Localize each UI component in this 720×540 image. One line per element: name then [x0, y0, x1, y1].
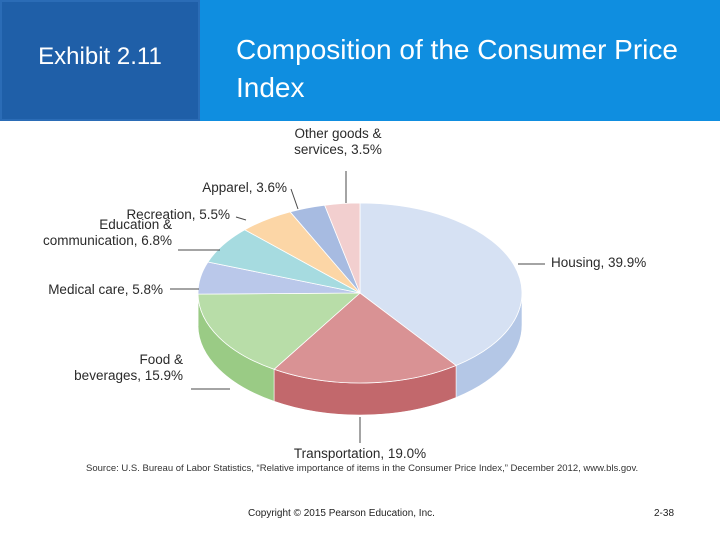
- slice-2: [197, 292, 362, 370]
- leader-lines: [170, 171, 545, 443]
- leader-line-5: [235, 216, 247, 221]
- cpi-pie-chart: Housing, 39.9% Transportation, 19.0% Food …: [43, 126, 646, 461]
- slice-label-1: Transportation, 19.0%: [294, 446, 426, 461]
- pie-tops: [197, 202, 523, 384]
- slice-label-0: Housing, 39.9%: [551, 255, 646, 270]
- slice-1: [273, 292, 457, 384]
- slice-labels: Housing, 39.9% Transportation, 19.0% Food …: [43, 126, 646, 461]
- slice-label-2: Food & beverages, 15.9%: [74, 352, 183, 383]
- slice-label-4: Education & communication, 6.8%: [43, 217, 172, 248]
- exhibit-label: Exhibit 2.11: [38, 42, 162, 70]
- slice-label-5: Recreation, 5.5%: [126, 207, 230, 222]
- page-number: 2-38: [654, 508, 675, 519]
- slide-title: Composition of the Consumer Price Index: [236, 34, 678, 103]
- slice-label-3: Medical care, 5.8%: [48, 282, 163, 297]
- slice-0: [359, 202, 523, 366]
- slice-label-6: Apparel, 3.6%: [202, 180, 287, 195]
- copyright: Copyright © 2015 Pearson Education, Inc.: [248, 508, 435, 519]
- exhibit-label-panel: Exhibit 2.11: [0, 0, 200, 121]
- slice-label-7: Other goods & services, 3.5%: [294, 126, 382, 157]
- slice-7: [324, 202, 361, 294]
- title-panel: Composition of the Consumer Price Index: [200, 0, 720, 121]
- leader-line-6: [290, 188, 299, 210]
- source-note: Source: U.S. Bureau of Labor Statistics,…: [86, 463, 639, 474]
